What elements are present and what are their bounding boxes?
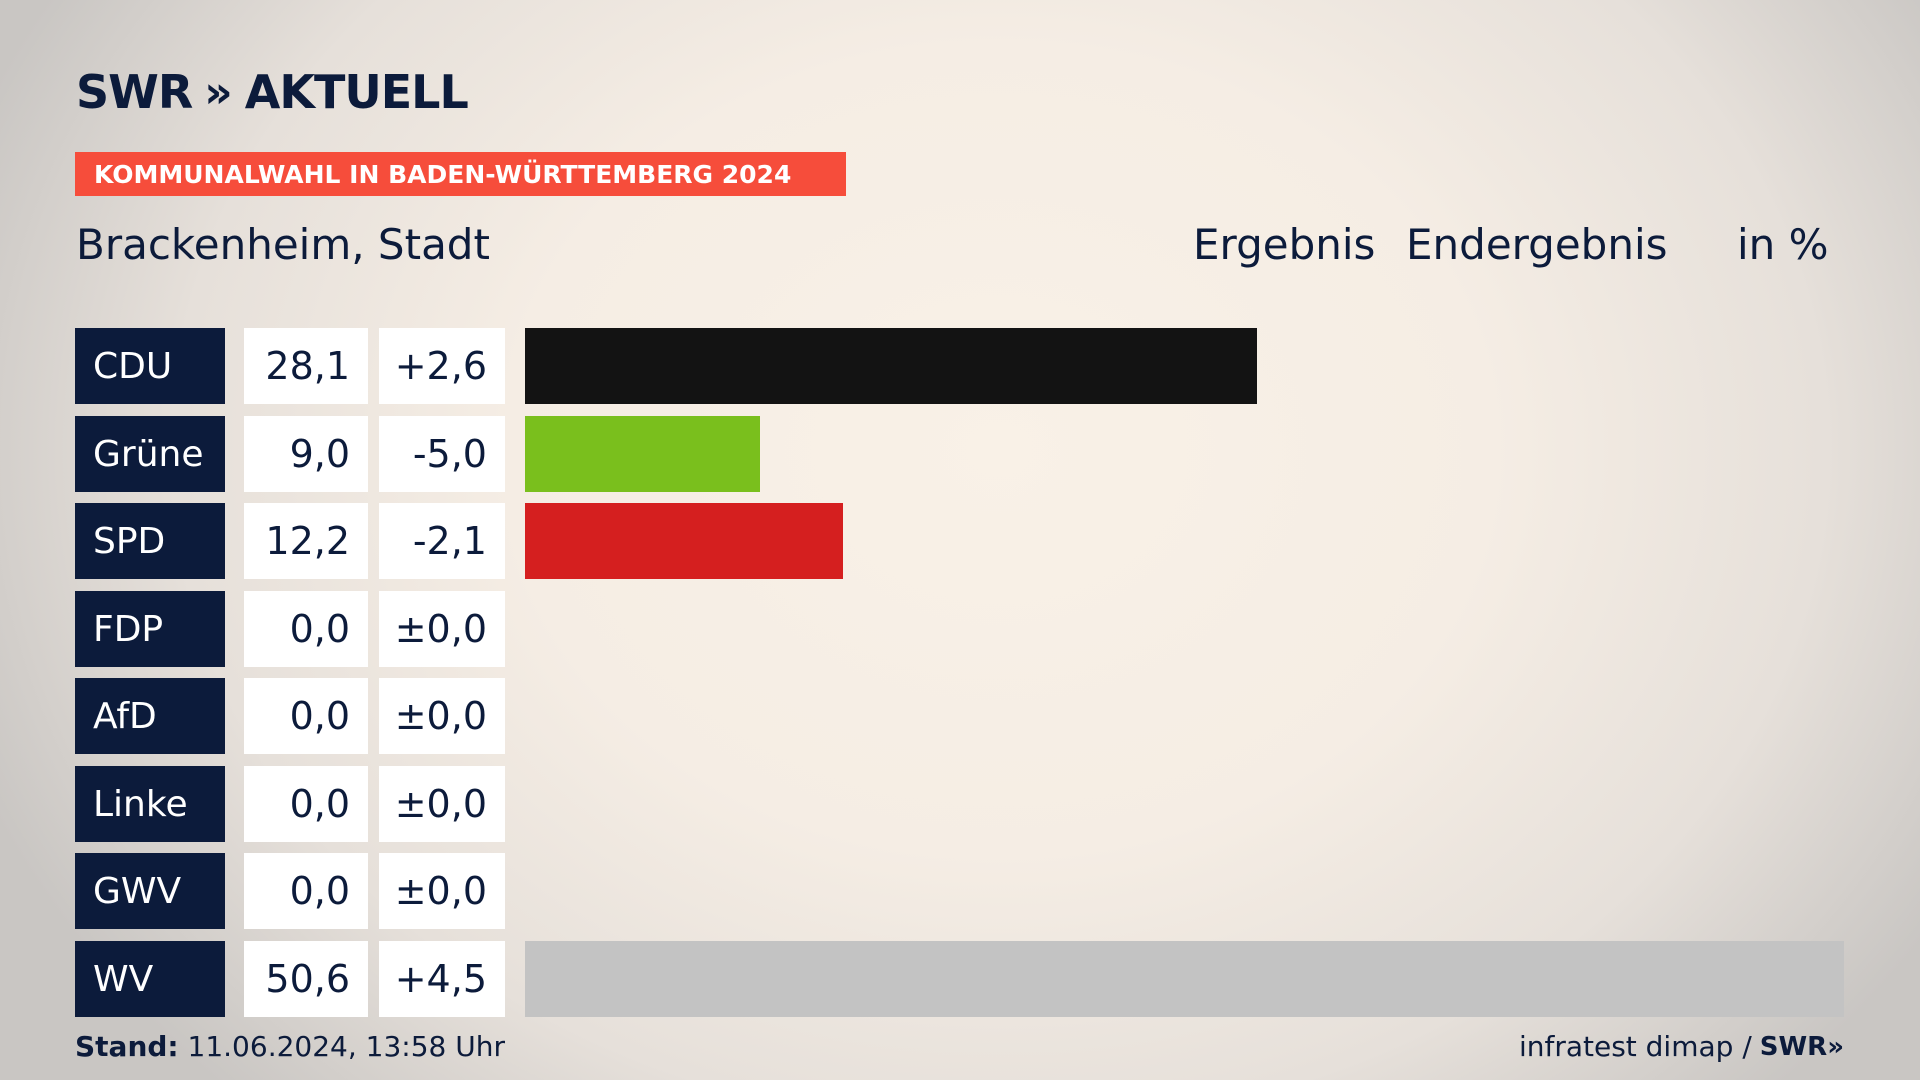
party-label-fdp: FDP bbox=[75, 591, 225, 667]
header-unit: in % bbox=[1737, 220, 1829, 269]
stand-label: Stand: bbox=[75, 1030, 179, 1063]
party-label-afd: AfD bbox=[75, 678, 225, 754]
diff-label-linke: ±0,0 bbox=[379, 766, 505, 842]
party-label-gwv: GWV bbox=[75, 853, 225, 929]
party-label-spd: SPD bbox=[75, 503, 225, 579]
value-label-cdu: 28,1 bbox=[244, 328, 368, 404]
diff-label-spd: -2,1 bbox=[379, 503, 505, 579]
value-label-afd: 0,0 bbox=[244, 678, 368, 754]
diff-label-gwv: ±0,0 bbox=[379, 853, 505, 929]
diff-label-cdu: +2,6 bbox=[379, 328, 505, 404]
logo-aktuell-text: AKTUELL bbox=[244, 65, 469, 119]
value-label-fdp: 0,0 bbox=[244, 591, 368, 667]
value-label-gwv: 0,0 bbox=[244, 853, 368, 929]
header-ergebnis: Ergebnis bbox=[1193, 220, 1376, 269]
election-banner: KOMMUNALWAHL IN BADEN-WÜRTTEMBERG 2024 bbox=[75, 152, 846, 196]
source-swr-logo: SWR» bbox=[1759, 1031, 1844, 1062]
source-text: infratest dimap / bbox=[1518, 1030, 1752, 1063]
bar-gruene bbox=[525, 416, 760, 492]
stand-value: 11.06.2024, 13:58 Uhr bbox=[187, 1030, 505, 1063]
bar-cdu bbox=[525, 328, 1257, 404]
diff-label-wv: +4,5 bbox=[379, 941, 505, 1017]
party-label-wv: WV bbox=[75, 941, 225, 1017]
diff-label-afd: ±0,0 bbox=[379, 678, 505, 754]
bar-wv bbox=[525, 941, 1844, 1017]
footer-source: infratest dimap / SWR» bbox=[1519, 1030, 1844, 1063]
party-label-gruene: Grüne bbox=[75, 416, 225, 492]
party-label-cdu: CDU bbox=[75, 328, 225, 404]
footer-stand: Stand: 11.06.2024, 13:58 Uhr bbox=[75, 1030, 505, 1063]
diff-label-fdp: ±0,0 bbox=[379, 591, 505, 667]
place-title: Brackenheim, Stadt bbox=[76, 220, 490, 269]
value-label-wv: 50,6 bbox=[244, 941, 368, 1017]
swr-aktuell-logo: SWR» AKTUELL bbox=[76, 65, 469, 119]
value-label-gruene: 9,0 bbox=[244, 416, 368, 492]
logo-chevron-icon: » bbox=[204, 66, 233, 118]
logo-swr-text: SWR bbox=[76, 65, 193, 119]
value-label-linke: 0,0 bbox=[244, 766, 368, 842]
bar-spd bbox=[525, 503, 843, 579]
diff-label-gruene: -5,0 bbox=[379, 416, 505, 492]
value-label-spd: 12,2 bbox=[244, 503, 368, 579]
party-label-linke: Linke bbox=[75, 766, 225, 842]
header-endergebnis: Endergebnis bbox=[1406, 220, 1668, 269]
